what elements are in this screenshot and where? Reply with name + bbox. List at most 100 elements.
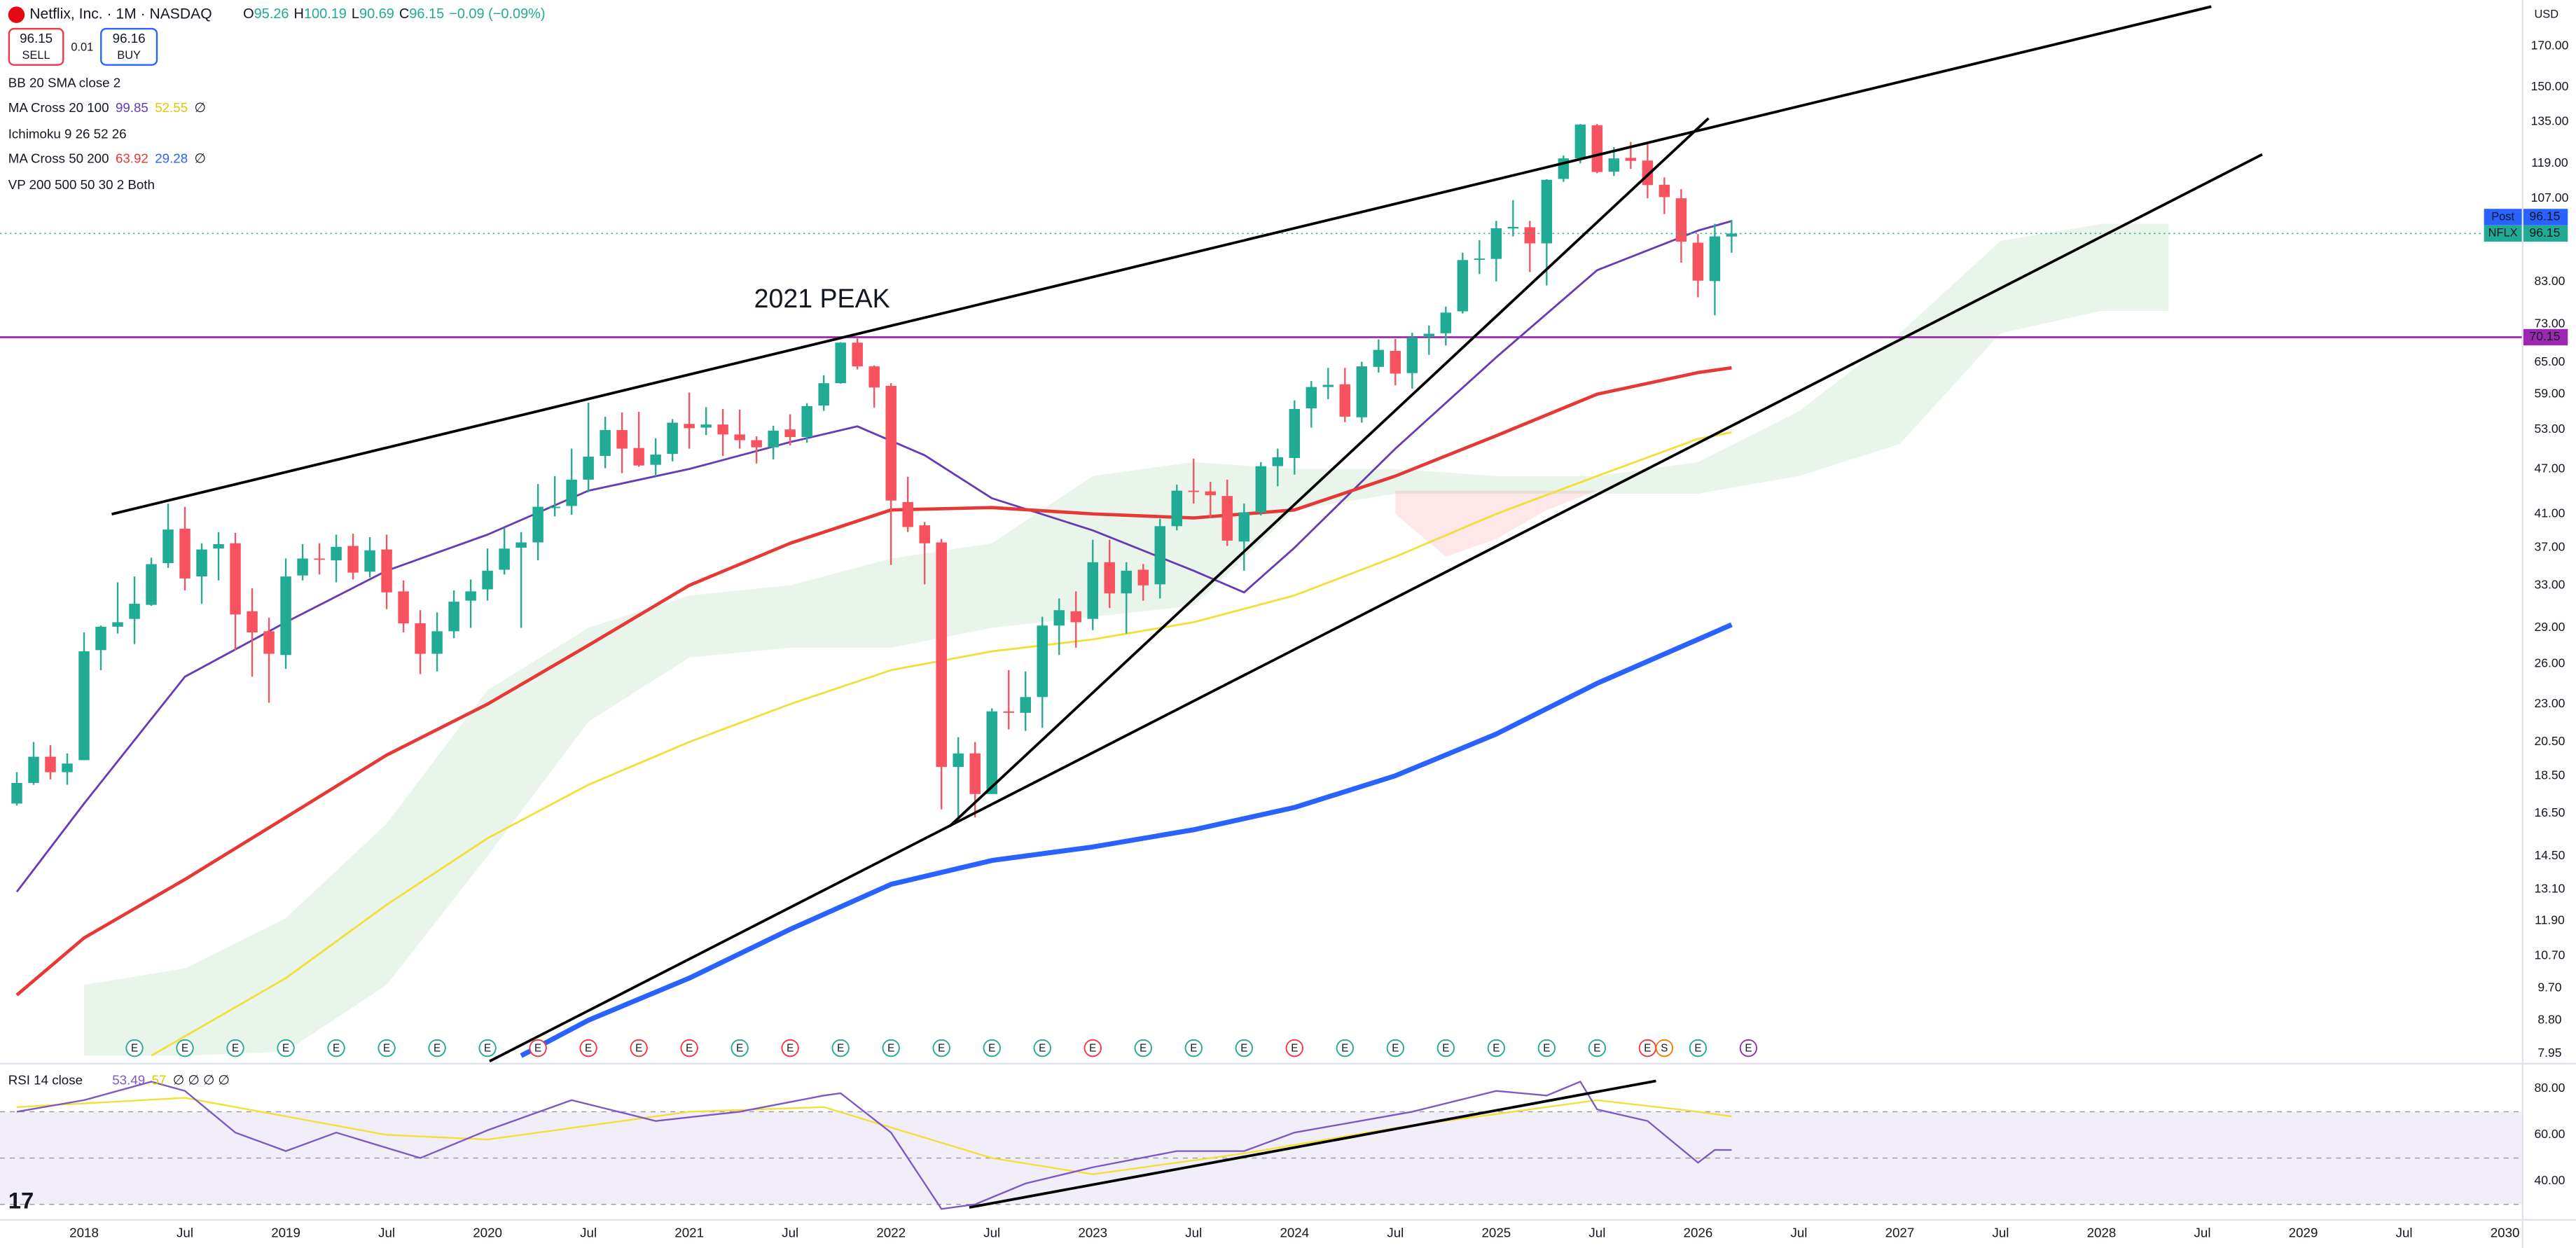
buy-button[interactable] — [100, 27, 158, 66]
hline-tag-value-box — [2521, 328, 2568, 346]
x-tick-label: 2029 — [2289, 1226, 2318, 1240]
candle-body — [196, 549, 207, 577]
candle-body — [1322, 384, 1334, 387]
candle-body — [78, 651, 90, 761]
candle-body — [768, 430, 779, 448]
candle-body — [314, 558, 325, 560]
trend-line — [111, 5, 2212, 516]
earnings-marker — [932, 1039, 950, 1058]
x-tick-label: Jul — [1387, 1226, 1404, 1240]
candle-body — [162, 529, 174, 564]
candle-body — [1356, 366, 1368, 417]
y-tick-label: 170.00 — [2531, 38, 2569, 52]
candle-body — [297, 558, 308, 576]
earnings-label: E — [1493, 1043, 1500, 1055]
earnings-marker — [1235, 1039, 1253, 1058]
y-tick-label: 26.00 — [2534, 656, 2565, 670]
y-tick-label: 11.90 — [2535, 913, 2565, 927]
y-tick-label: 47.00 — [2534, 461, 2565, 475]
earnings-marker — [983, 1039, 1001, 1058]
earnings-label: E — [887, 1043, 894, 1055]
earnings-label: E — [232, 1043, 239, 1055]
candle-body — [1238, 512, 1250, 542]
label: L — [352, 6, 359, 22]
y-tick-label: 150.00 — [2531, 79, 2569, 93]
candle-body — [213, 543, 224, 549]
x-tick-label: 2027 — [1885, 1226, 1915, 1240]
sell-label[interactable]: SELL — [22, 49, 50, 62]
indicator-legend[interactable]: VP 200 500 50 30 2 Both — [8, 177, 155, 192]
candle-body — [650, 455, 661, 465]
earnings-marker — [831, 1039, 850, 1058]
candle-body — [868, 366, 880, 388]
indicator-legend[interactable]: MA Cross 50 200 63.92 29.28 ∅ — [8, 151, 206, 165]
candle-body — [801, 405, 812, 437]
value: 100.19 — [304, 6, 347, 22]
candle-body — [1608, 158, 1620, 172]
candle-body — [1574, 124, 1586, 159]
candle-body — [953, 753, 964, 768]
label: C — [399, 6, 409, 22]
candle-body — [1692, 242, 1704, 281]
candle-body — [902, 501, 913, 527]
x-tick-label: Jul — [176, 1226, 193, 1240]
earnings-marker — [176, 1039, 194, 1058]
y-tick-label: 13.10 — [2534, 881, 2565, 895]
candle-body — [482, 570, 493, 590]
x-tick-label: Jul — [1185, 1226, 1202, 1240]
y-tick-label: 8.80 — [2537, 1012, 2561, 1026]
earnings-label: E — [534, 1043, 541, 1055]
earnings-marker — [378, 1039, 396, 1058]
earnings-marker — [125, 1039, 144, 1058]
y-tick-label: 29.00 — [2534, 620, 2565, 634]
rsi-tick-label: 60.00 — [2534, 1127, 2565, 1141]
x-tick-label: 2030 — [2491, 1226, 2520, 1240]
candle-body — [1440, 312, 1452, 333]
candle-body — [1020, 697, 1031, 713]
earnings-label: E — [736, 1043, 743, 1055]
buy-label[interactable]: BUY — [117, 49, 141, 62]
candle-body — [129, 604, 140, 619]
x-tick-label: 2020 — [473, 1226, 502, 1240]
x-tick-label: Jul — [1790, 1226, 1807, 1240]
earnings-marker — [1134, 1039, 1152, 1058]
y-tick-label: 119.00 — [2531, 155, 2568, 169]
moving-average — [151, 431, 1732, 1057]
sell-button[interactable] — [8, 27, 64, 66]
earnings-marker — [1184, 1039, 1203, 1058]
candle-body — [448, 602, 459, 632]
buy-price[interactable]: 96.16 — [113, 31, 146, 46]
trend-lines — [111, 5, 2263, 1209]
value: 57 — [152, 1072, 167, 1087]
earnings-label: E — [837, 1043, 844, 1055]
candle-body — [1154, 526, 1166, 585]
candle-body — [431, 631, 443, 654]
candle-body — [1675, 198, 1687, 242]
value: 53.49 — [112, 1072, 145, 1087]
y-tick-label: 16.50 — [2534, 805, 2565, 819]
candle-body — [1339, 384, 1351, 417]
indicator-legend[interactable]: BB 20 SMA close 2 — [8, 76, 121, 90]
annotation: 2021 PEAK — [754, 284, 890, 313]
candle-body — [1591, 125, 1603, 172]
candle-body — [1507, 226, 1519, 229]
y-tick-label: 73.00 — [2534, 316, 2565, 330]
label: MA Cross 20 100 — [8, 100, 109, 115]
candle-body — [1053, 610, 1065, 626]
y-tick-label: 20.50 — [2534, 734, 2565, 748]
candle-body — [1205, 491, 1217, 496]
candle-body — [1423, 333, 1435, 338]
earnings-label: E — [1089, 1043, 1096, 1055]
sell-price[interactable]: 96.15 — [20, 31, 53, 46]
earnings-label: E — [1240, 1043, 1247, 1055]
trend-line — [969, 1079, 1656, 1209]
candle-body — [1121, 570, 1133, 594]
candle-body — [936, 542, 947, 768]
indicator-legend[interactable]: MA Cross 20 100 99.85 52.55 ∅ — [8, 100, 206, 115]
rsi-legend[interactable]: RSI 14 close 53.49 57 ∅ ∅ ∅ ∅ — [8, 1072, 230, 1087]
symbol-tag-value: 96.15 — [2529, 226, 2560, 240]
earnings-label: E — [282, 1043, 289, 1055]
indicator-legend[interactable]: Ichimoku 9 26 52 26 — [8, 126, 127, 141]
value: 52.55 — [155, 100, 188, 115]
axes: 170.00 150.00 135.00 119.00 107.00 83.00 73.00… — [69, 38, 2568, 1240]
